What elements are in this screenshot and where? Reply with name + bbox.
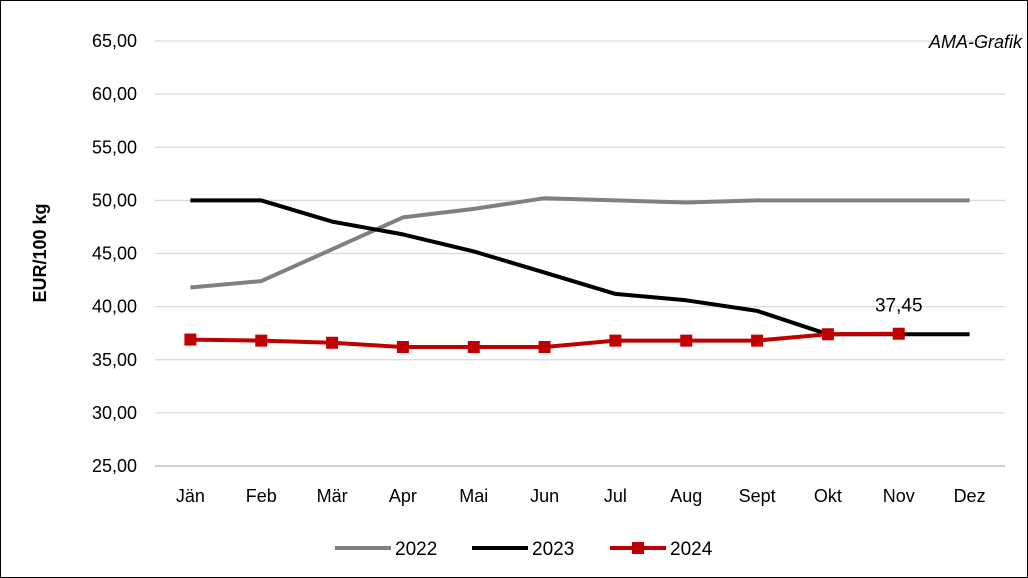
y-axis-ticks: 25,00 30,00 35,00 40,00 45,00 50,00 55,00 60,00… — [92, 31, 137, 476]
data-point — [326, 336, 339, 349]
data-point — [821, 328, 834, 341]
data-point — [609, 334, 622, 347]
x-tick-label: Jul — [604, 486, 627, 506]
y-tick-label: 60,00 — [92, 84, 137, 104]
x-tick-label: Dez — [954, 486, 986, 506]
x-tick-label: Okt — [814, 486, 842, 506]
data-label: 37,45 — [875, 296, 923, 317]
legend-marker — [632, 542, 644, 554]
data-point — [396, 341, 409, 353]
series-group — [184, 196, 970, 353]
y-tick-label: 55,00 — [92, 137, 137, 157]
y-tick-label: 45,00 — [92, 244, 137, 264]
x-axis-ticks: Jän Feb Mär Apr Mai Jun Jul Aug Sept Okt Nov Dez — [176, 486, 986, 506]
credit-label: AMA-Grafik — [928, 32, 1023, 52]
data-point — [467, 341, 480, 353]
data-point — [184, 333, 197, 346]
annotations: 37,45 — [875, 296, 923, 317]
x-tick-label: Mai — [459, 486, 488, 506]
y-tick-label: 35,00 — [92, 350, 137, 370]
x-tick-label: Jun — [530, 486, 559, 506]
series-line-2022 — [190, 196, 970, 290]
y-tick-label: 30,00 — [92, 403, 137, 423]
legend-label: 2023 — [532, 539, 574, 560]
y-axis-label: EUR/100 kg — [30, 203, 50, 302]
data-point — [255, 334, 268, 347]
x-tick-label: Nov — [883, 486, 915, 506]
legend-label: 2022 — [395, 539, 437, 560]
legend-label: 2024 — [670, 539, 713, 560]
x-tick-label: Mär — [317, 486, 348, 506]
x-tick-label: Aug — [670, 486, 702, 506]
x-tick-label: Jän — [176, 486, 205, 506]
x-tick-label: Sept — [739, 486, 776, 506]
y-tick-label: 40,00 — [92, 297, 137, 317]
data-point — [892, 327, 905, 340]
y-tick-label: 50,00 — [92, 190, 137, 210]
y-tick-label: 65,00 — [92, 31, 137, 51]
data-point — [680, 334, 693, 347]
data-point — [538, 341, 551, 353]
x-tick-label: Feb — [246, 486, 277, 506]
x-tick-label: Apr — [389, 486, 417, 506]
y-tick-label: 25,00 — [92, 456, 137, 476]
data-point — [751, 334, 764, 347]
legend: 2022 2023 2024 — [335, 539, 713, 560]
